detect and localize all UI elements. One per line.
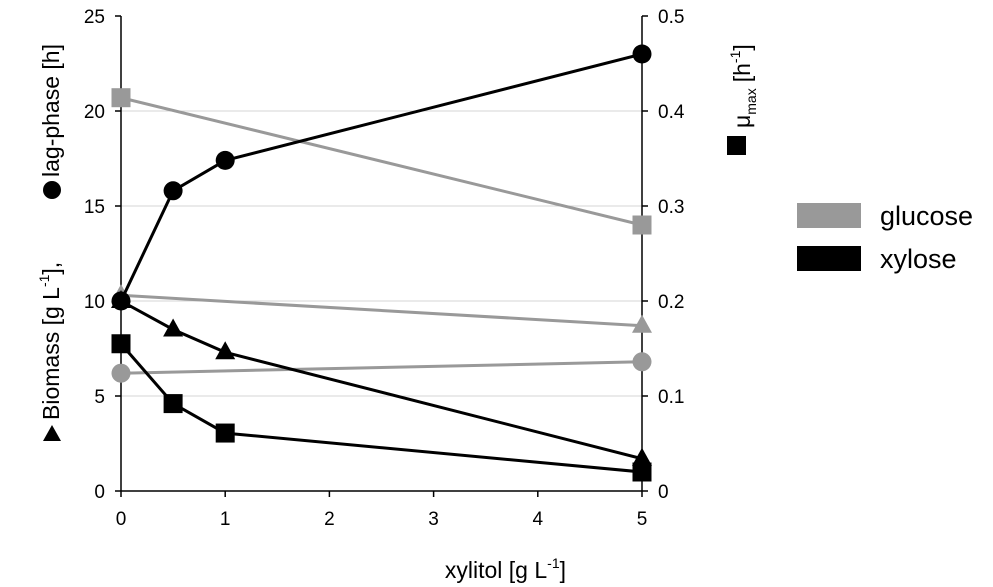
left-tick-label: 20: [84, 102, 105, 123]
data-point-triangle: [632, 314, 652, 333]
lag-circle-symbol: [43, 181, 61, 199]
series-layer: [111, 44, 652, 482]
series-line: [120, 293, 643, 328]
biomass-triangle-symbol: [43, 425, 61, 441]
x-tick-label: 2: [324, 509, 335, 530]
legend-swatch-xylose: [797, 246, 861, 271]
data-point-circle: [163, 181, 183, 201]
data-point-square: [632, 462, 652, 482]
mu-square-symbol: [727, 136, 746, 155]
right-axis-title: μmax[h-1]: [727, 44, 759, 128]
left-tick-label: 5: [94, 387, 105, 408]
left-tick-label: 25: [84, 7, 105, 28]
series-line: [120, 299, 643, 461]
right-tick-label: 0.4: [658, 102, 685, 123]
data-point-circle: [632, 44, 652, 64]
data-point-square: [632, 215, 652, 235]
svg-text:Biomass [g L-1],: Biomass [g L-1],: [36, 262, 64, 420]
data-point-triangle: [632, 447, 652, 466]
series-xylose-biomass: [111, 290, 652, 466]
data-point-circle: [215, 150, 235, 170]
data-point-triangle: [215, 341, 236, 360]
x-tick-label: 5: [637, 509, 648, 530]
legend-swatch-glucose: [797, 203, 861, 228]
series-xylose-mu_max: [111, 334, 652, 482]
series-xylose-lag_phase: [111, 44, 652, 311]
svg-text:lag-phase [h]: lag-phase [h]: [38, 44, 64, 177]
series-line: [120, 360, 643, 375]
series-glucose-lag_phase: [111, 352, 652, 383]
series-line: [119, 342, 643, 474]
data-point-square: [215, 423, 235, 443]
right-tick-label: 0.5: [658, 7, 684, 28]
x-axis-title: xylitol [g L-1]: [445, 555, 566, 583]
series-glucose-mu_max: [111, 88, 652, 235]
right-tick-label: 0.2: [658, 292, 684, 313]
series-line: [119, 52, 643, 302]
right-tick-label: 0.1: [658, 387, 684, 408]
data-point-triangle: [111, 290, 131, 308]
left-axis-title: Biomass [g L-1], lag-phase [h]: [36, 44, 64, 441]
data-point-triangle: [163, 318, 184, 337]
x-tick-label: 3: [428, 509, 439, 530]
series-line: [120, 96, 643, 227]
data-point-square: [163, 394, 183, 414]
legend-label-glucose: glucose: [880, 201, 973, 231]
data-point-circle: [111, 363, 131, 383]
x-tick-label: 1: [220, 509, 231, 530]
right-tick-label: 0.3: [658, 197, 684, 218]
left-tick-label: 10: [84, 292, 105, 313]
left-tick-label: 15: [84, 197, 105, 218]
data-point-square: [111, 334, 131, 354]
right-tick-label: 0: [658, 482, 669, 503]
svg-text:μmax[h-1]: μmax[h-1]: [727, 44, 759, 128]
x-tick-label: 4: [533, 509, 544, 530]
legend-label-xylose: xylose: [880, 244, 957, 274]
x-tick-label: 0: [116, 509, 127, 530]
series-glucose-biomass: [111, 284, 652, 333]
grid-lines: [121, 110, 642, 397]
data-point-circle: [632, 352, 652, 372]
left-tick-label: 0: [94, 482, 105, 503]
legend: glucose xylose: [797, 201, 973, 274]
data-point-square: [111, 88, 131, 108]
